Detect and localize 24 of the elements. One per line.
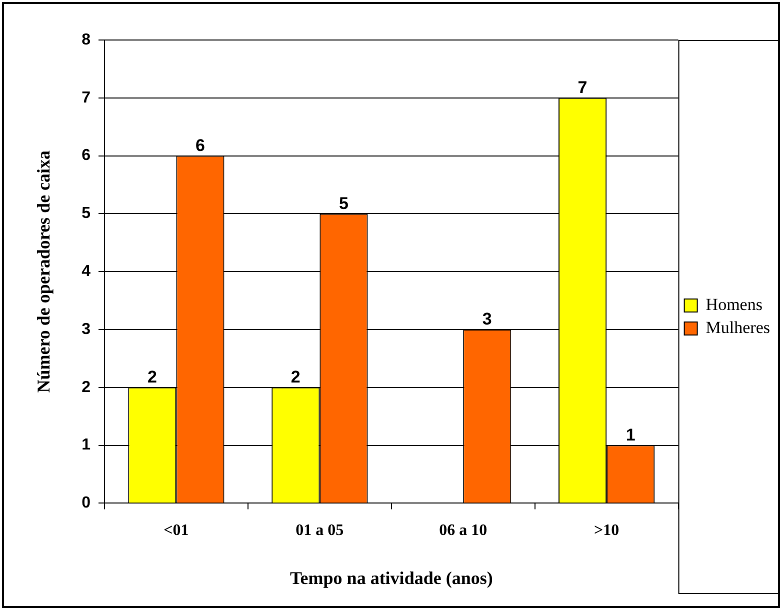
y-tick-label: 6 bbox=[82, 147, 91, 164]
x-tick-label: <01 bbox=[164, 522, 189, 539]
y-tick-label: 5 bbox=[82, 205, 91, 222]
data-label: 5 bbox=[338, 194, 348, 213]
data-label: 7 bbox=[578, 78, 588, 98]
y-tick-label: 3 bbox=[82, 320, 91, 338]
data-label: 2 bbox=[147, 368, 157, 387]
data-label: 1 bbox=[626, 425, 636, 444]
y-tick-label: 4 bbox=[82, 263, 91, 280]
y-tick-label: 8 bbox=[82, 31, 91, 48]
data-label: 3 bbox=[482, 310, 492, 329]
legend-label: Homens bbox=[706, 294, 762, 314]
y-tick-label: 0 bbox=[82, 494, 91, 512]
y-tick-label: 7 bbox=[82, 89, 91, 106]
x-tick-label: 01 a 05 bbox=[296, 522, 344, 539]
x-tick-label: >10 bbox=[594, 522, 620, 539]
x-tick-label: 06 a 10 bbox=[439, 522, 488, 539]
y-axis-title: Número de operadores de caixa bbox=[33, 150, 54, 393]
y-tick-label: 1 bbox=[82, 436, 91, 454]
data-label: 6 bbox=[196, 136, 205, 155]
legend-label: Mulheres bbox=[706, 318, 770, 337]
y-tick-label: 2 bbox=[82, 378, 91, 396]
x-axis-title: Tempo na atividade (anos) bbox=[290, 568, 493, 588]
data-label: 2 bbox=[290, 368, 300, 387]
